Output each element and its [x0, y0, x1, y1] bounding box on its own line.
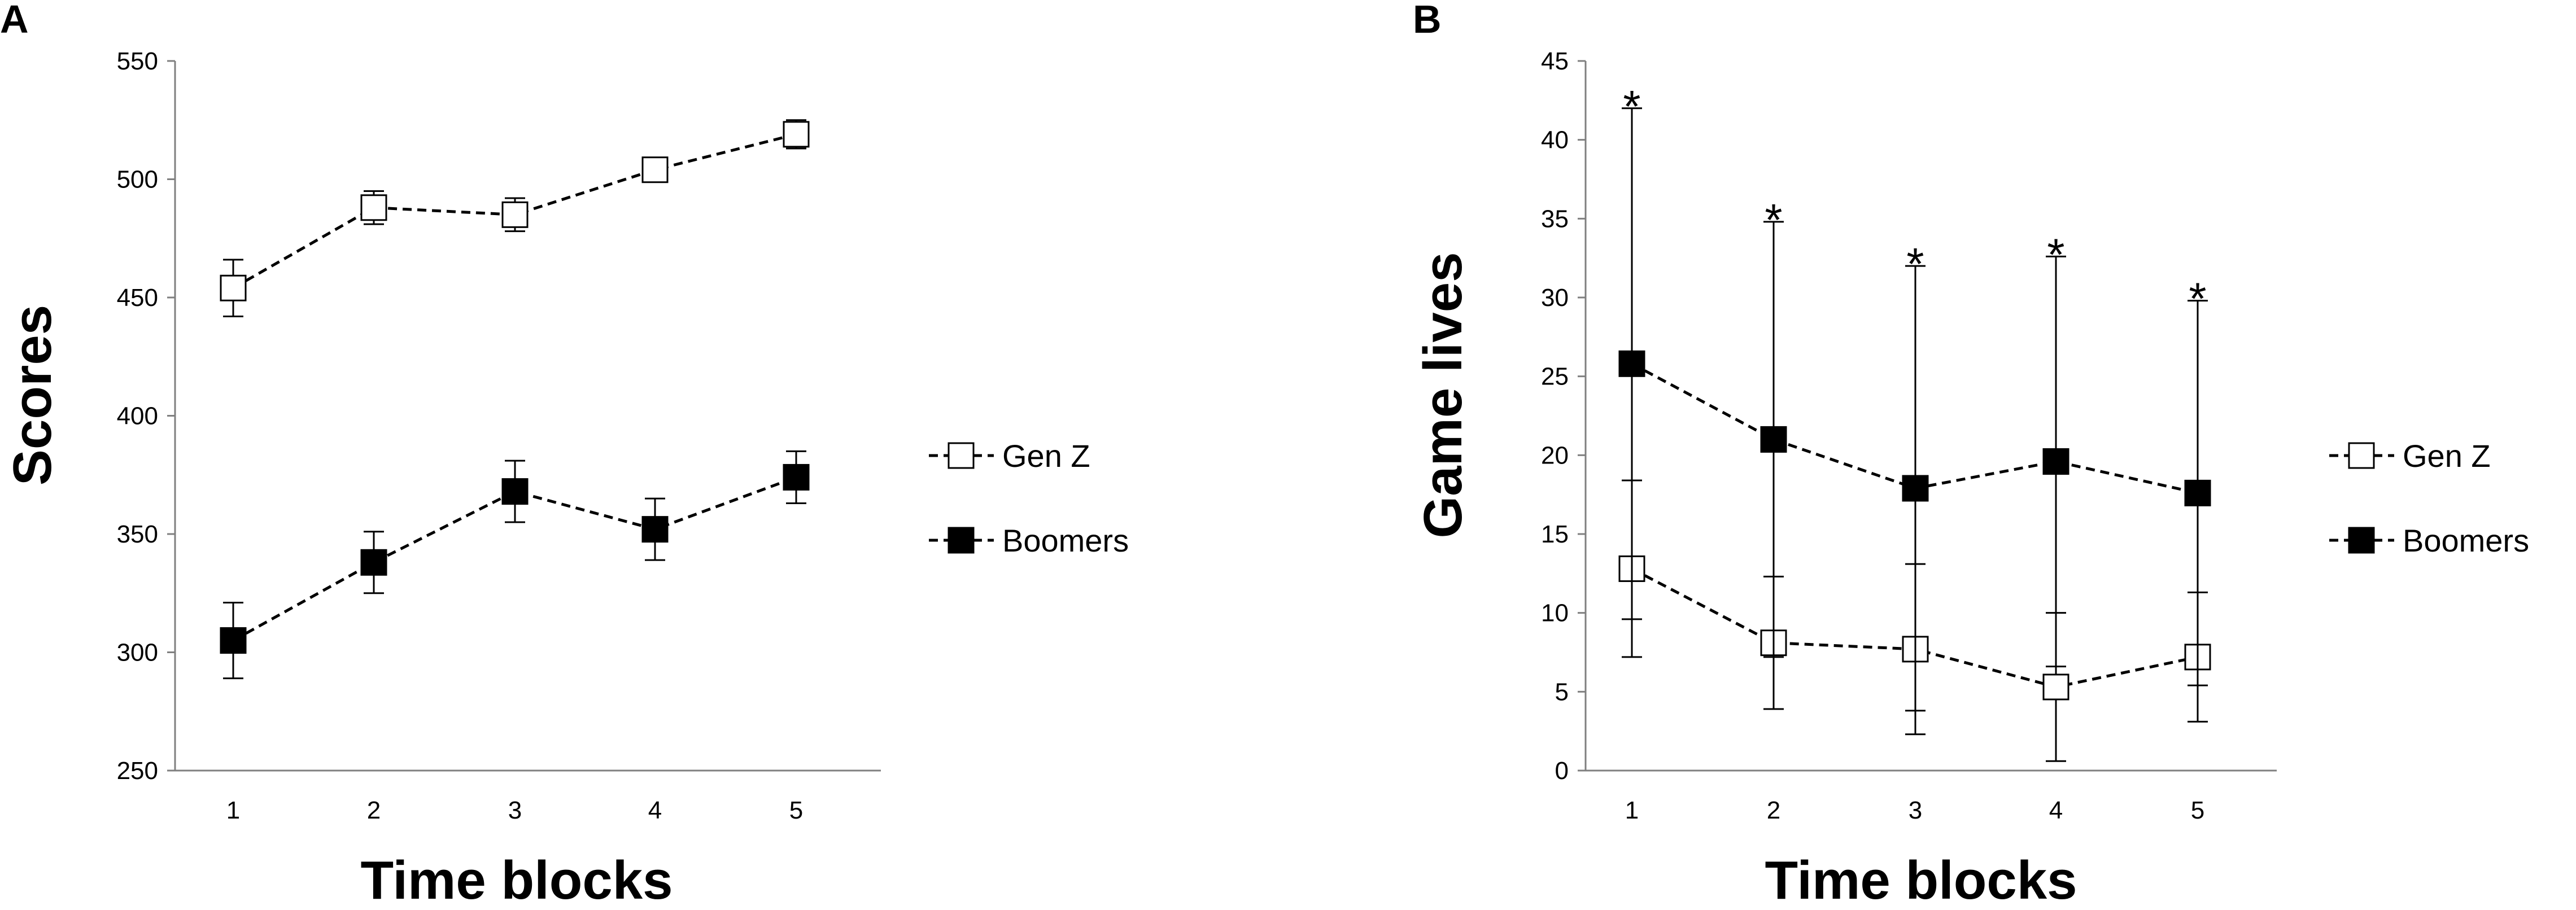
panel-a-boomers-point: [360, 549, 387, 576]
panel-a-x-tick-label: 1: [226, 797, 240, 824]
panel-a-gen-z-point: [501, 201, 529, 228]
panel-b-y-tick-label: 20: [1541, 441, 1569, 469]
panel-b-boomers-point: [1902, 475, 1929, 502]
panel-b-x-tick-label: 1: [1625, 797, 1639, 824]
panel-b-x-tick-label: 5: [2191, 797, 2204, 824]
panel-a-y-tick-label: 300: [117, 639, 158, 667]
panel-b-y-tick-label: 35: [1541, 205, 1569, 233]
panel-b-significance-star: *: [1906, 239, 1924, 289]
panel-b-gen-z-legend-marker: [2348, 442, 2375, 469]
panel-b-significance-star: *: [1765, 195, 1782, 245]
panel-b-y-tick-label: 5: [1555, 678, 1569, 706]
panel-a-y-tick-label: 350: [117, 520, 158, 548]
panel-b-x-tick-label: 2: [1767, 797, 1780, 824]
panel-a-x-tick-label: 4: [648, 797, 662, 824]
panel-a-y-tick-label: 250: [117, 757, 158, 785]
panel-a-letter: A: [0, 0, 29, 41]
panel-b-boomers-legend-label: Boomers: [2403, 523, 2529, 558]
panel-b-y-tick-label: 40: [1541, 126, 1569, 154]
panel-b-boomers-point: [2184, 479, 2211, 506]
panel-b-x-tick-label: 3: [1909, 797, 1922, 824]
panel-b-y-tick-label: 0: [1555, 757, 1569, 785]
panel-a-y-tick-label: 500: [117, 166, 158, 194]
panel-a-gen-z-legend-label: Gen Z: [1002, 438, 1090, 474]
panel-a-boomers-legend-marker: [948, 527, 975, 554]
panel-b-significance-star: *: [1623, 81, 1640, 132]
panel-a-y-axis-title: Scores: [2, 305, 63, 485]
panel-b-y-tick-label: 10: [1541, 600, 1569, 627]
panel-a-y-tick-label: 550: [117, 47, 158, 75]
panel-a-boomers-point: [501, 478, 529, 505]
panel-a-x-axis-title: Time blocks: [360, 850, 673, 910]
panel-a-gen-z-line: [232, 133, 797, 290]
panel-a-gen-z-point: [220, 274, 247, 301]
panel-a-gen-z-point: [360, 194, 387, 221]
panel-a-x-tick-label: 2: [367, 797, 381, 824]
panel-b-x-axis-title: Time blocks: [1765, 850, 2077, 910]
panel-b-y-axis-title: Game lives: [1413, 252, 1473, 539]
panel-b-y-tick-label: 15: [1541, 520, 1569, 548]
panel-b-y-tick-label: 25: [1541, 363, 1569, 391]
panel-b-y-tick-label: 30: [1541, 284, 1569, 312]
panel-b-gen-z-legend-label: Gen Z: [2403, 438, 2491, 474]
panel-a-boomers-point: [641, 516, 669, 543]
panel-a-boomers-point: [220, 627, 247, 654]
panel-a-y-tick-label: 450: [117, 284, 158, 312]
panel-a-x-tick-label: 5: [789, 797, 803, 824]
panel-b: B Game lives Time blocks 051015202530354…: [1413, 0, 2529, 910]
panel-a-y-tick-label: 400: [117, 403, 158, 430]
panel-b-boomers-point: [2042, 448, 2069, 475]
panel-b-letter: B: [1413, 0, 1442, 41]
panel-b-boomers-point: [1618, 350, 1645, 377]
panel-a-boomers-legend-label: Boomers: [1002, 523, 1129, 558]
panel-b-significance-star: *: [2047, 229, 2064, 279]
panel-a-gen-z-legend-marker: [948, 442, 975, 469]
panel-a-boomers-point: [783, 463, 810, 491]
panel-b-boomers-legend-marker: [2348, 527, 2375, 554]
panel-a-gen-z-point: [783, 121, 810, 148]
panel-b-boomers-point: [1760, 426, 1787, 453]
panel-a-gen-z-point: [641, 156, 669, 183]
panel-b-significance-star: *: [2189, 274, 2206, 324]
panel-a-x-tick-label: 3: [508, 797, 522, 824]
panel-b-gen-z-point: [2042, 673, 2069, 701]
panel-b-y-tick-label: 45: [1541, 47, 1569, 75]
panel-a-boomers-line: [232, 476, 797, 642]
panel-a: A Scores Time blocks 250 300 350 400 450 500 5…: [0, 0, 1129, 910]
panel-b-x-tick-label: 4: [2049, 797, 2063, 824]
